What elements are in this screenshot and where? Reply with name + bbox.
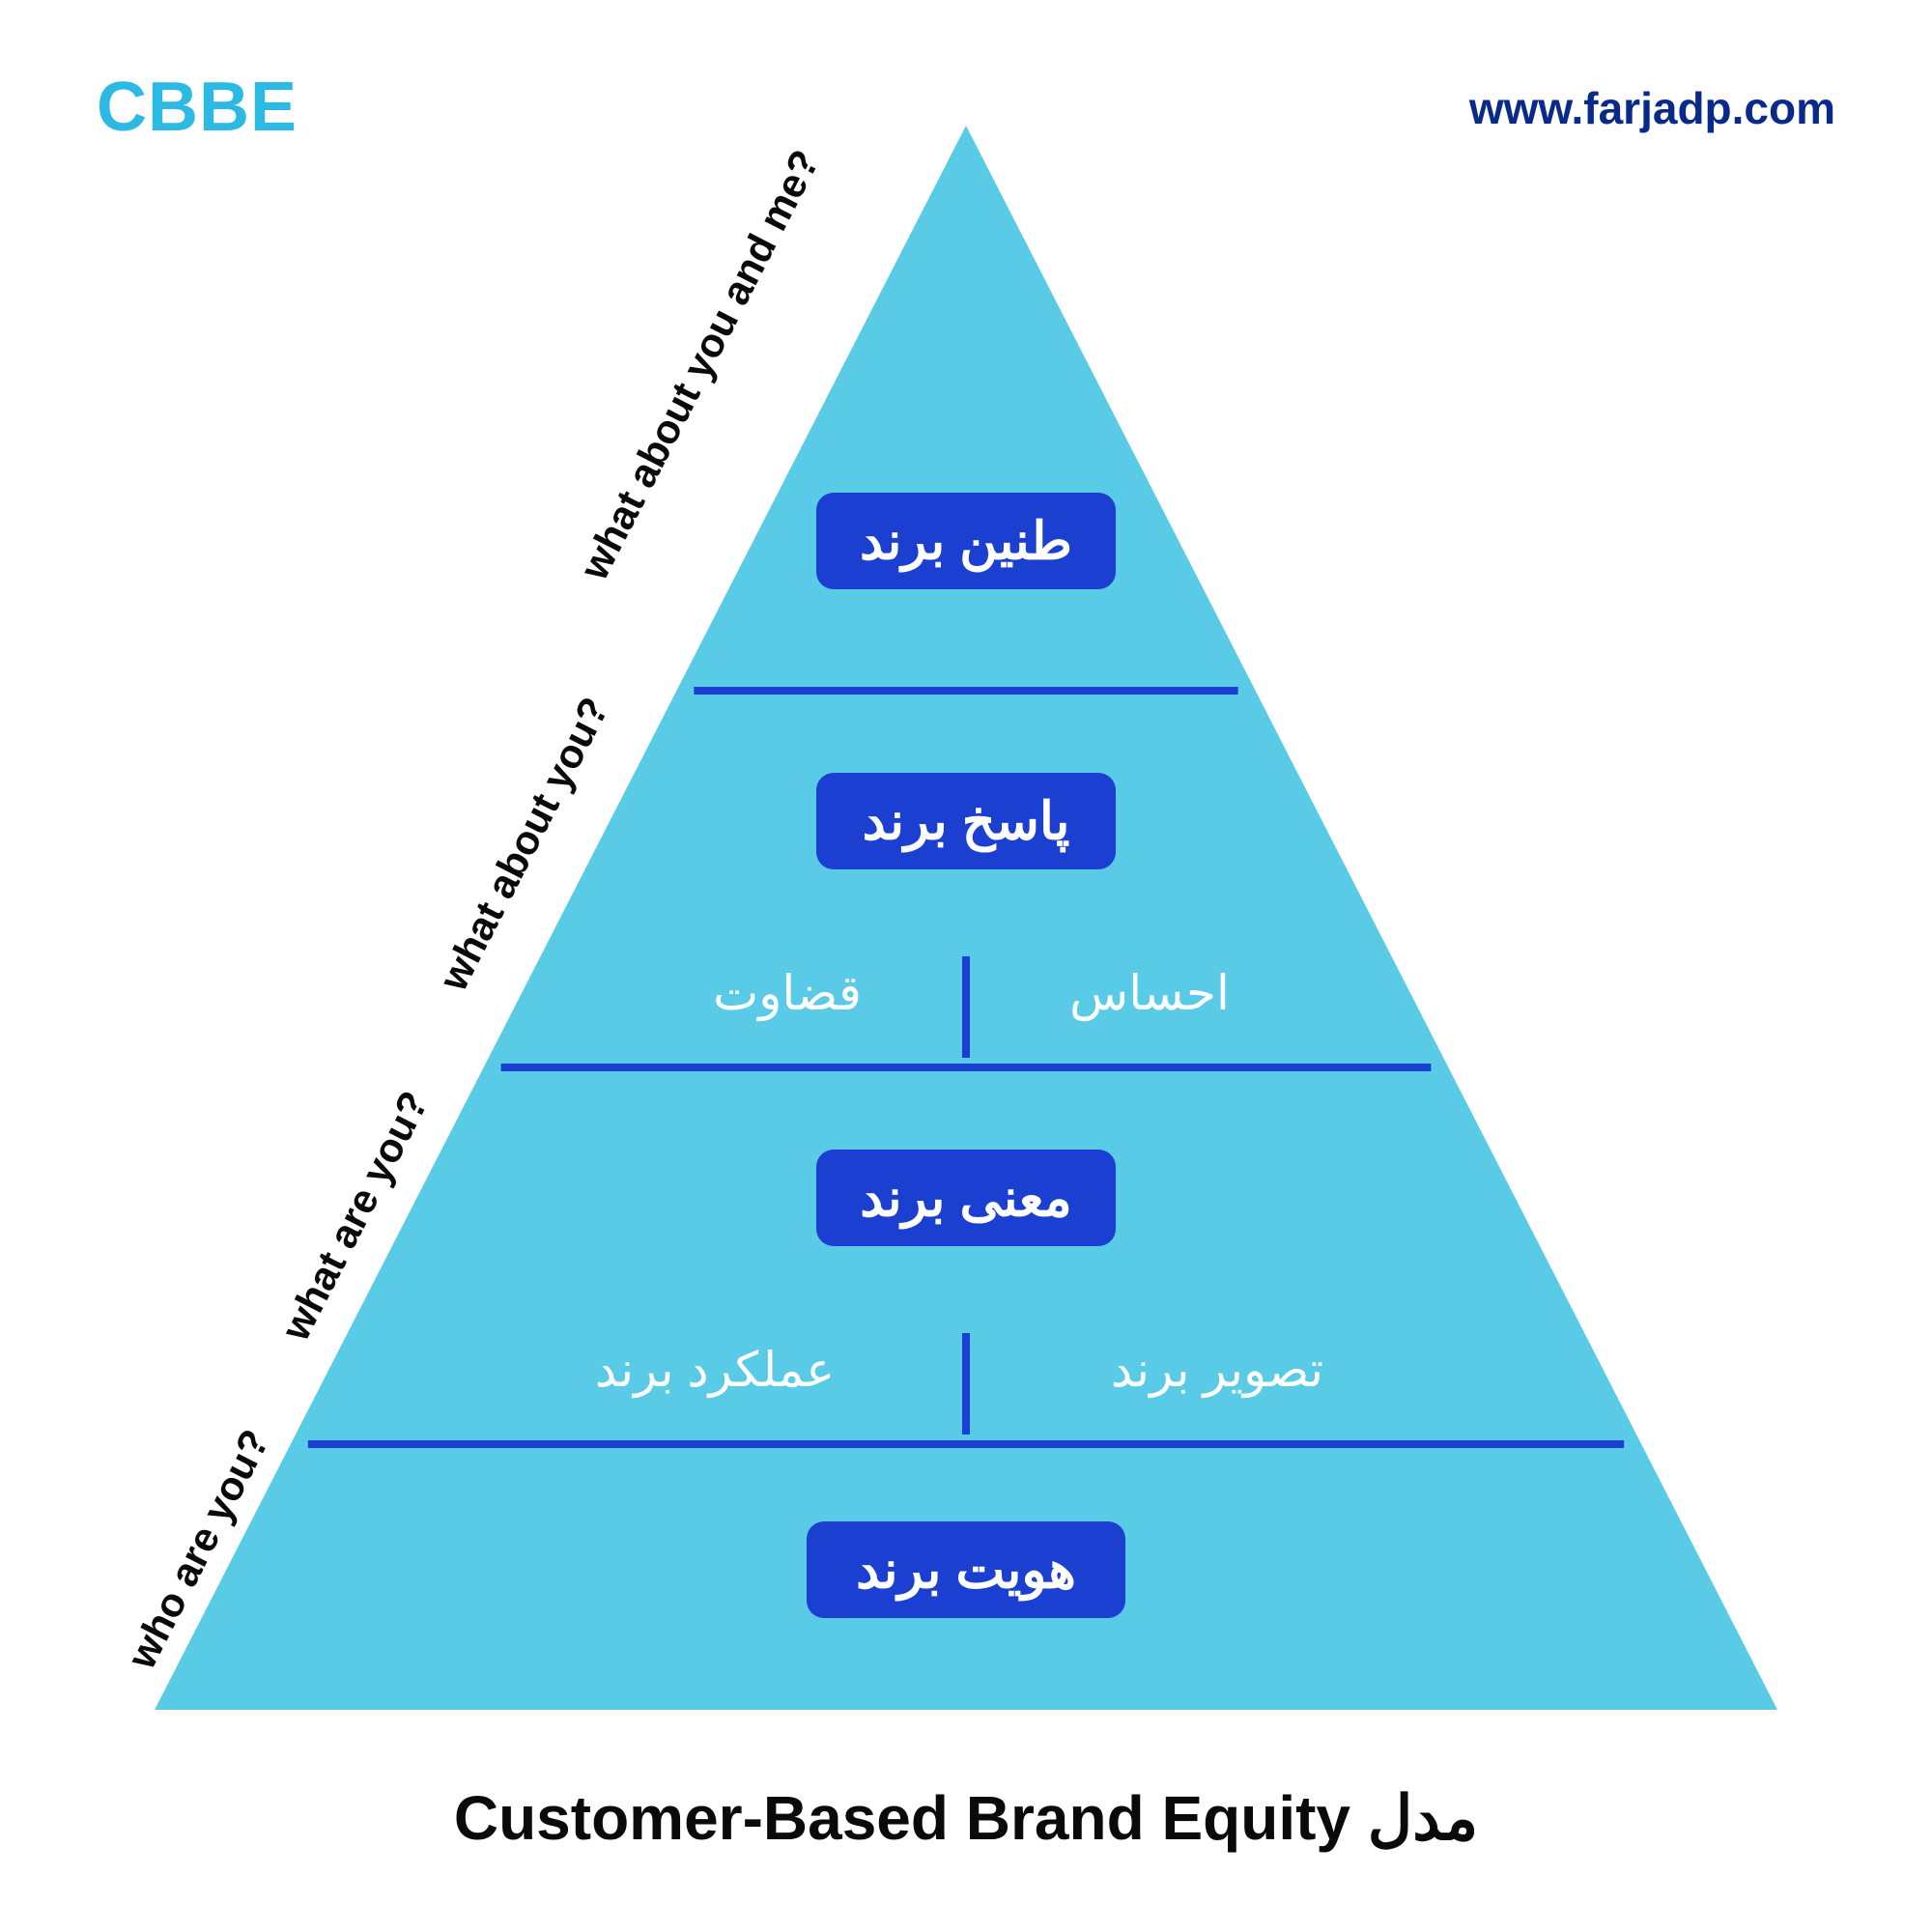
level-pill-label-1: طنین برند [860,512,1072,573]
level-pill-label-2: پاسخ برند [863,792,1070,853]
level-pill-label-3: معنی برند [860,1169,1071,1230]
level-sub-left-2: قضاوت [713,966,862,1022]
level-sub-right-2: احساس [1069,966,1230,1022]
pyramid-triangle [155,126,1777,1710]
footer-title-en: Customer-Based Brand Equity [454,1783,1350,1853]
cbbe-pyramid: طنین برندwhat about you and me?پاسخ برند… [0,0,1932,1932]
level-sub-right-3: تصویر برند [1111,1343,1323,1399]
footer-title: مدل Customer-Based Brand Equity [0,1782,1932,1855]
footer-title-fa: مدل [1368,1783,1478,1853]
diagram-canvas: CBBE www.farjadp.com طنین برندwhat about… [0,0,1932,1932]
level-sub-left-3: عملکرد برند [595,1343,835,1399]
level-pill-label-4: هویت برند [856,1541,1076,1602]
